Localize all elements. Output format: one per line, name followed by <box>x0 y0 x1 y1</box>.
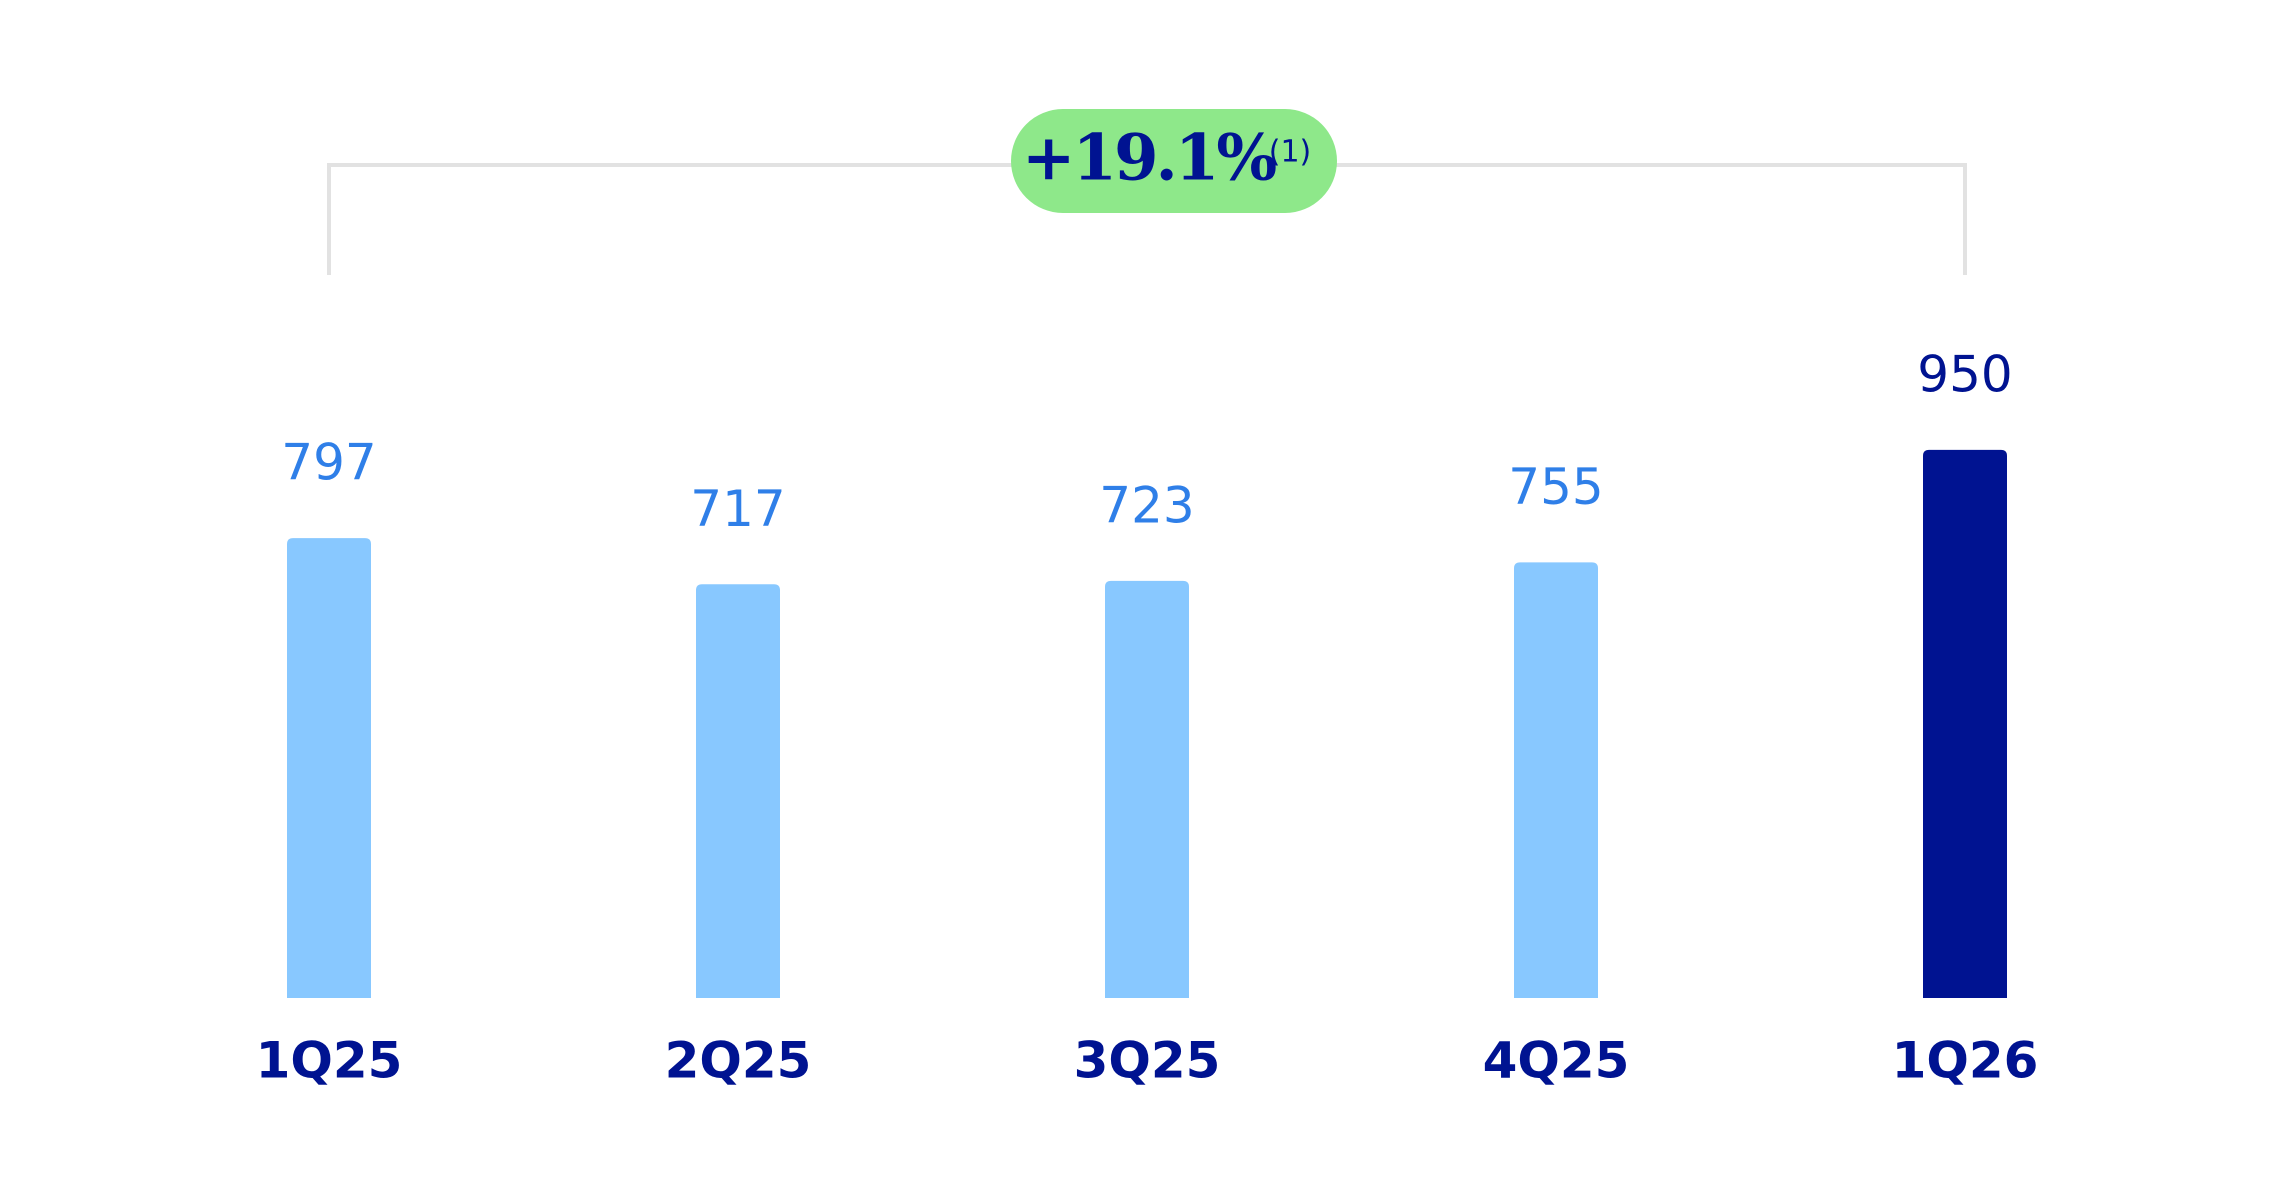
bar <box>696 584 780 998</box>
annotation-pill <box>1011 109 1337 213</box>
x-tick-label: 1Q26 <box>1892 1032 2039 1090</box>
x-tick-label: 1Q25 <box>256 1032 403 1090</box>
value-label: 797 <box>281 434 376 492</box>
bar <box>287 538 371 998</box>
value-label: 723 <box>1099 476 1194 534</box>
value-label: 950 <box>1917 345 2012 403</box>
x-tick-label: 4Q25 <box>1483 1032 1630 1090</box>
x-tick-label: 2Q25 <box>665 1032 812 1090</box>
x-tick-label: 3Q25 <box>1074 1032 1221 1090</box>
annotation-note: (1) <box>1269 135 1312 170</box>
bar <box>1514 562 1598 998</box>
annotation-text: +19.1% <box>1022 121 1277 196</box>
bar <box>1105 580 1189 998</box>
value-label: 755 <box>1508 458 1603 516</box>
value-label: 717 <box>690 480 785 538</box>
bar <box>1923 449 2007 999</box>
